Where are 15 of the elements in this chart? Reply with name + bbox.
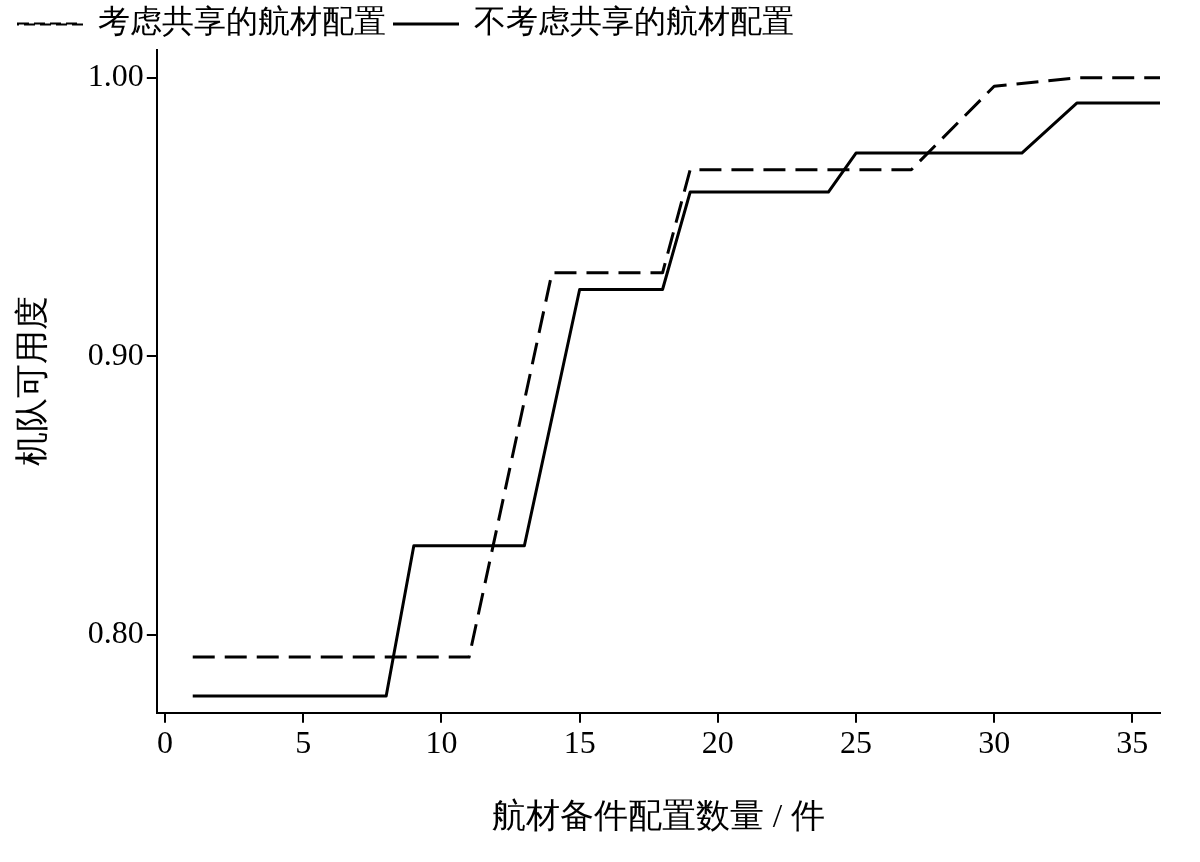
x-tick-label: 15 — [563, 724, 596, 761]
y-tick-label: 0.80 — [87, 614, 144, 651]
y-tick-label: 0.90 — [87, 335, 144, 372]
x-tick-label: 25 — [840, 724, 872, 761]
legend-label: 不考虑共享的航材配置 — [474, 3, 794, 40]
y-axis-title: 机队可用度 — [13, 296, 51, 467]
x-tick-label: 0 — [157, 724, 174, 761]
legend-label: 考虑共享的航材配置 — [98, 3, 386, 40]
x-tick-label: 5 — [295, 724, 312, 761]
x-tick-label: 20 — [701, 724, 734, 761]
x-tick-label: 35 — [1116, 724, 1149, 761]
x-tick-label: 30 — [978, 724, 1011, 761]
y-tick-label: 1.00 — [87, 57, 144, 94]
x-axis-title: 航材备件配置数量 / 件 — [492, 796, 825, 834]
x-tick-label: 10 — [425, 724, 458, 761]
